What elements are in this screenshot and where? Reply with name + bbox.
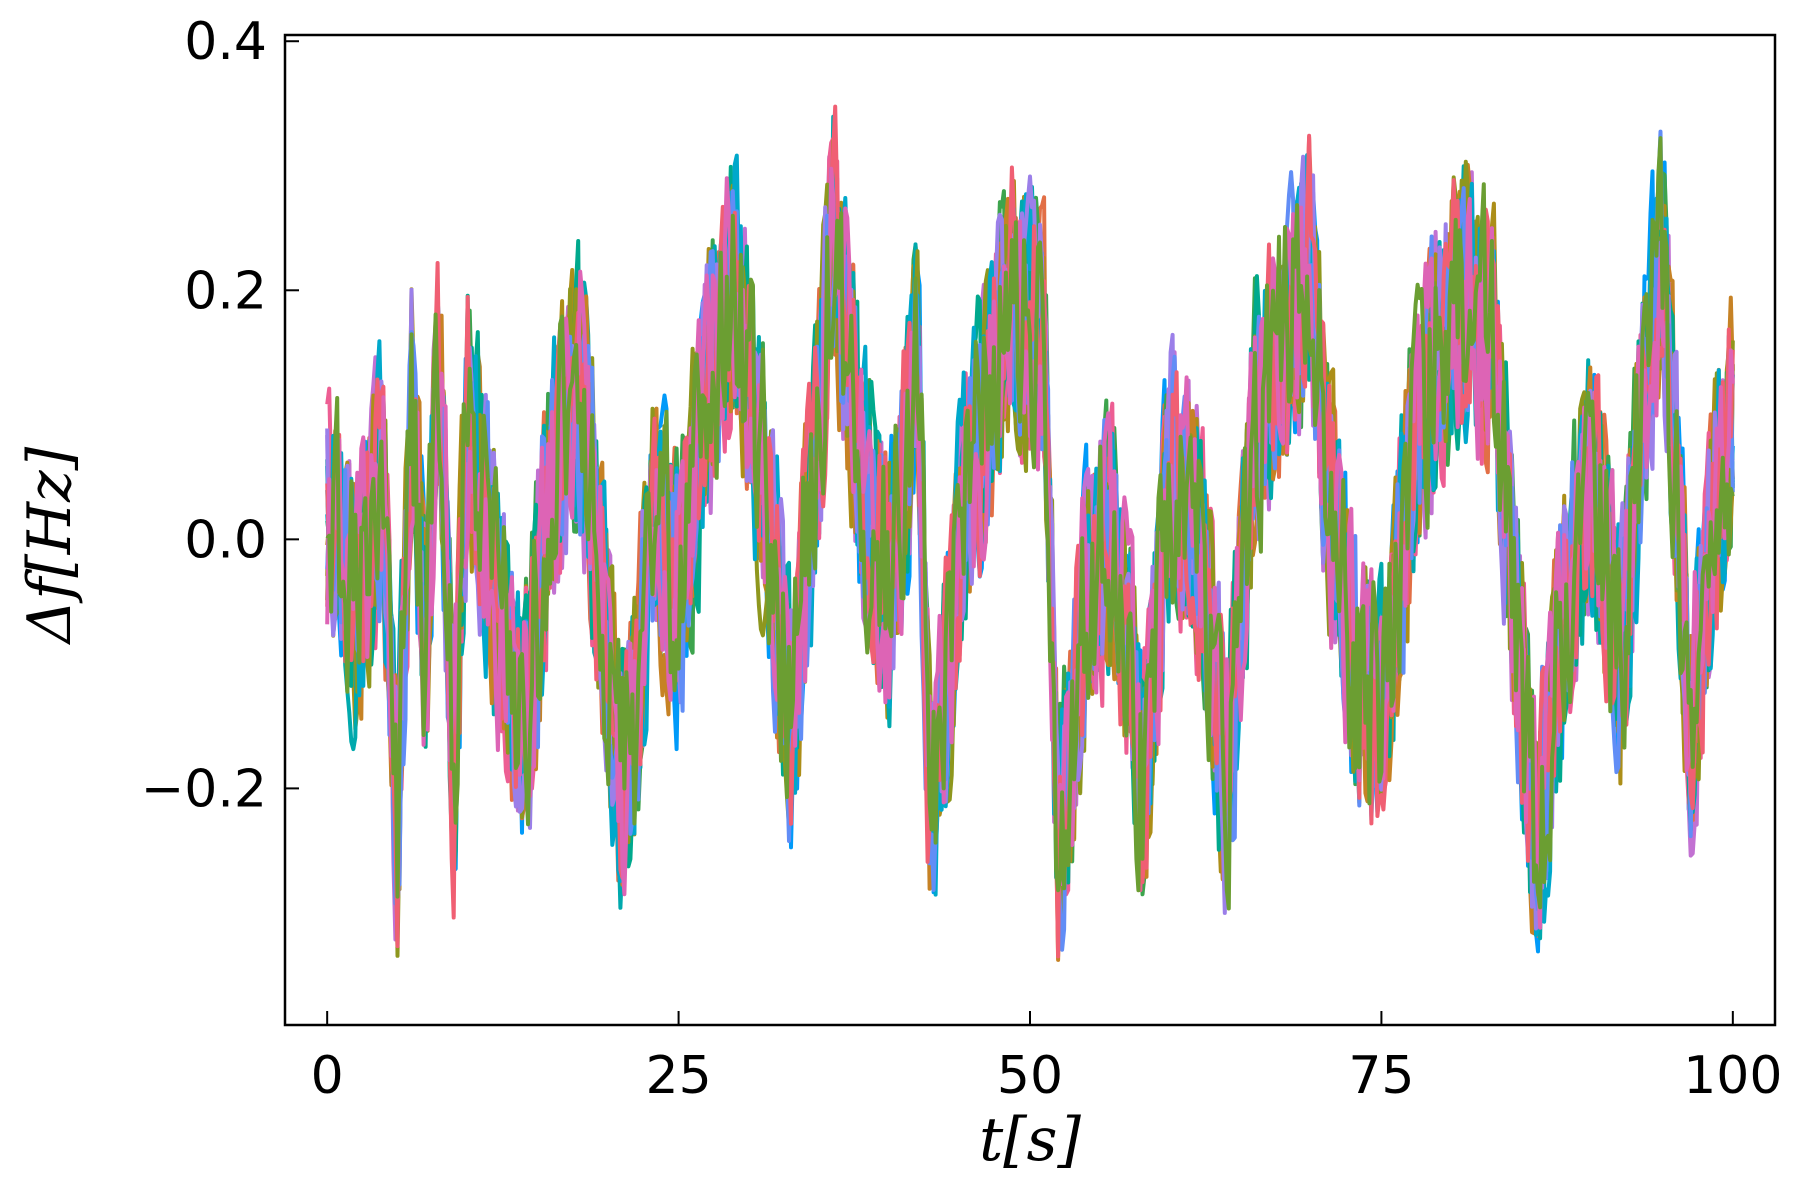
series-line [325, 136, 1735, 911]
y-ticks: −0.2 0.0 0.2 0.4 [141, 12, 299, 819]
x-tick-label: 75 [1348, 1046, 1414, 1106]
x-axis-label: t[s] [979, 1105, 1081, 1175]
y-tick-label: 0.0 [184, 510, 267, 570]
y-tick-label: −0.2 [141, 759, 267, 819]
x-tick-label: 25 [645, 1046, 711, 1106]
y-axis-label: Δf[Hz] [15, 446, 85, 645]
x-tick-label: 100 [1683, 1046, 1782, 1106]
x-ticks: 0 25 50 75 100 [311, 1011, 1782, 1106]
y-tick-label: 0.2 [184, 261, 267, 321]
y-tick-label: 0.4 [184, 12, 267, 72]
x-tick-label: 50 [997, 1046, 1063, 1106]
x-tick-label: 0 [311, 1046, 344, 1106]
series-lines [325, 104, 1735, 962]
